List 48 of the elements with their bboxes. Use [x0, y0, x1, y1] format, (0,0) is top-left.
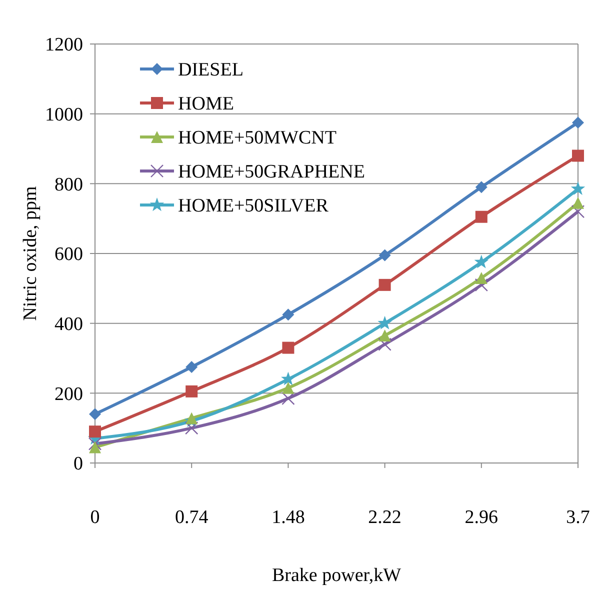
- y-tick-label: 800: [54, 174, 83, 196]
- point: [89, 426, 101, 438]
- point: [475, 181, 488, 194]
- x-tick-label: 1.48: [272, 507, 305, 528]
- legend-label: HOME+50MWCNT: [178, 128, 337, 149]
- y-tick-label: 0: [74, 454, 83, 475]
- point: [89, 408, 101, 420]
- point: [378, 338, 392, 351]
- y-tick-label: 400: [54, 314, 83, 335]
- point: [89, 441, 101, 454]
- point: [282, 382, 294, 394]
- x-tick-label: 0: [90, 507, 100, 528]
- point: [282, 342, 294, 354]
- x-tick-label: 3.7: [566, 507, 590, 528]
- point: [378, 278, 391, 291]
- x-tick-label: 2.96: [464, 507, 498, 528]
- x-tick-label: 2.22: [368, 507, 402, 528]
- point: [185, 421, 198, 435]
- point: [378, 249, 391, 262]
- y-tick-label: 1200: [45, 34, 83, 56]
- y-tick-label: 1000: [45, 104, 83, 126]
- point: [474, 254, 489, 268]
- point: [475, 272, 488, 284]
- x-axis-title: Brake power,kW: [272, 565, 402, 586]
- point: [186, 360, 198, 373]
- legend-label: HOME: [178, 94, 234, 115]
- y-tick-label: 200: [54, 384, 83, 405]
- y-tick-label: 600: [54, 244, 83, 266]
- point: [186, 412, 198, 424]
- point: [88, 437, 102, 450]
- point: [572, 150, 584, 162]
- point: [281, 372, 296, 386]
- point: [474, 278, 488, 292]
- legend-label: HOME+50GRAPHENE: [178, 162, 365, 183]
- point: [571, 205, 585, 218]
- point: [572, 116, 584, 129]
- point: [572, 196, 584, 209]
- point: [378, 330, 391, 342]
- point: [570, 181, 586, 195]
- point: [475, 210, 488, 223]
- point: [282, 308, 294, 321]
- point: [378, 316, 392, 330]
- y-axis-title: Nitric oxide, ppm: [20, 186, 41, 321]
- legend-label: HOME+50SILVER: [178, 196, 329, 217]
- point: [282, 392, 295, 406]
- point: [186, 385, 198, 398]
- x-tick-label: 0.74: [174, 507, 209, 528]
- legend-label: DIESEL: [178, 60, 244, 81]
